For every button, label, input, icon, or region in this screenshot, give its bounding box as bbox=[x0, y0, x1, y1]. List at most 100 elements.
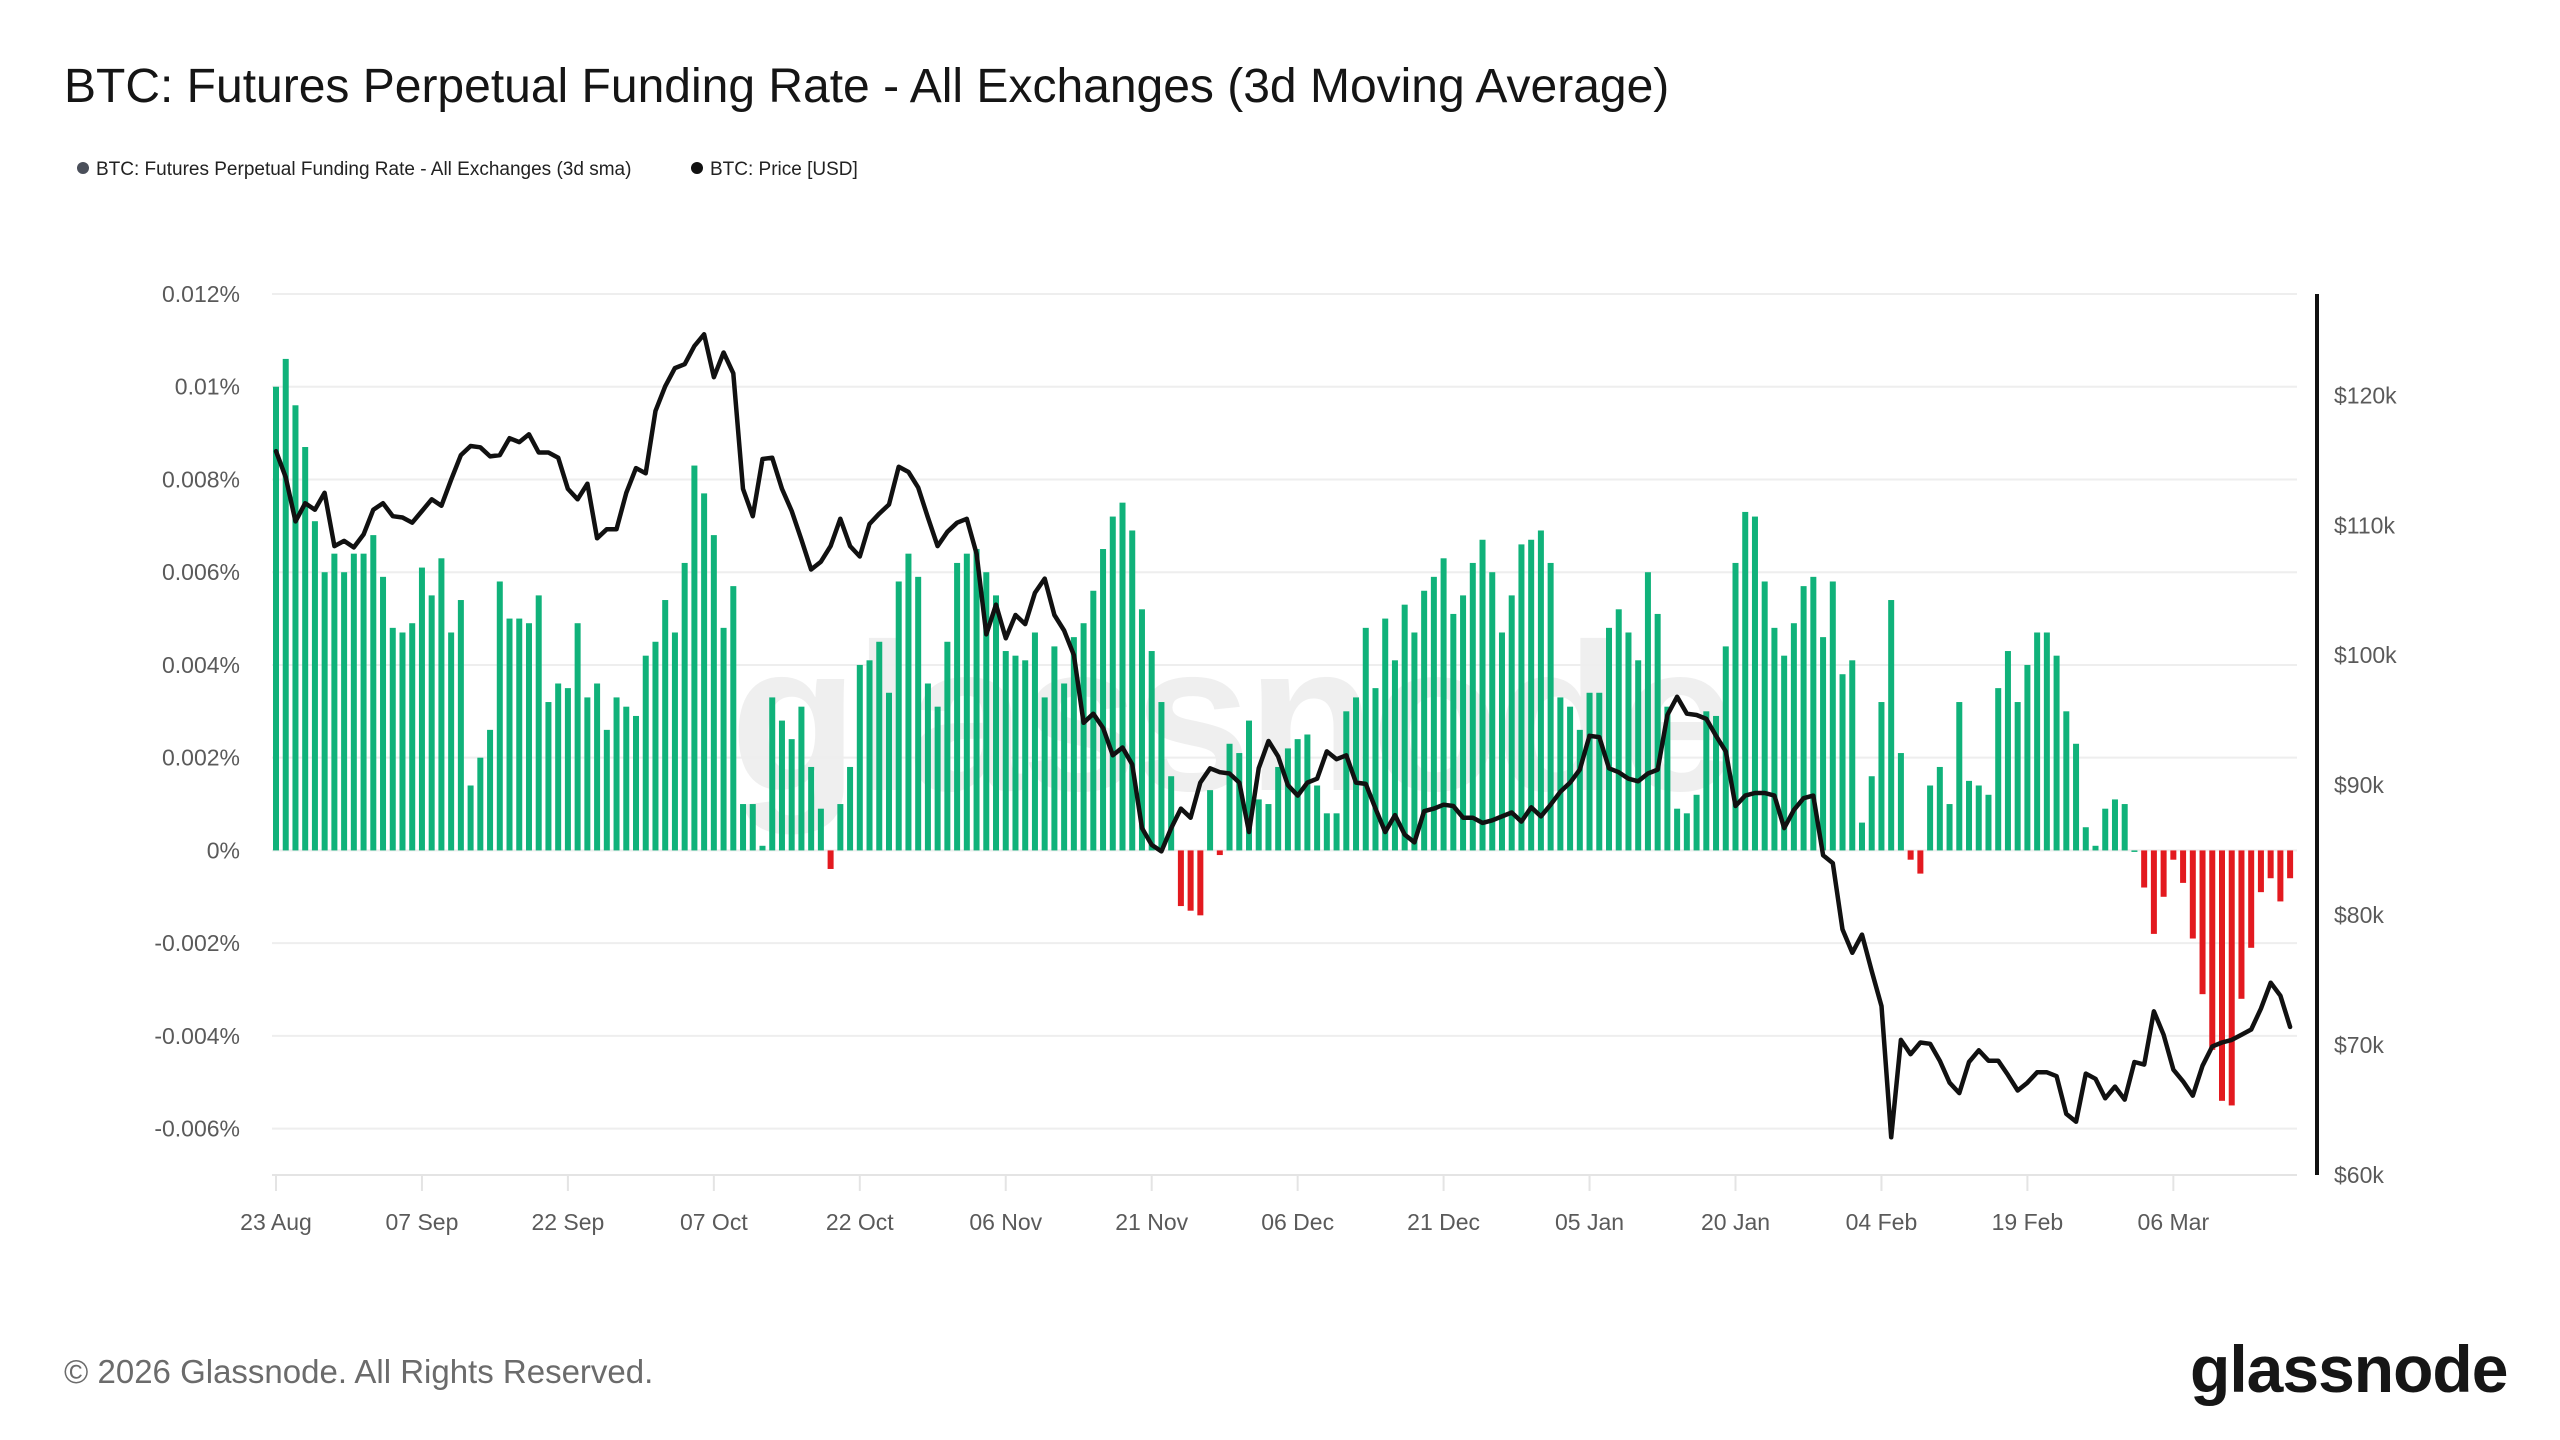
x-tick-label: 22 Oct bbox=[826, 1209, 894, 1235]
funding-rate-bar bbox=[1236, 753, 1243, 851]
funding-rate-bar bbox=[2102, 808, 2109, 851]
funding-rate-bar bbox=[1781, 655, 1788, 851]
funding-rate-bar bbox=[759, 845, 766, 851]
funding-rate-bar bbox=[817, 808, 824, 851]
funding-rate-bar bbox=[876, 641, 883, 851]
funding-rate-bar bbox=[993, 595, 1000, 851]
funding-rate-bar bbox=[1567, 706, 1574, 851]
funding-rate-bar bbox=[2053, 655, 2060, 851]
right-tick-label: $60k bbox=[2334, 1162, 2384, 1188]
funding-rate-bar bbox=[555, 683, 562, 851]
funding-rate-bar bbox=[613, 697, 620, 851]
left-tick-label: 0.002% bbox=[162, 745, 240, 771]
funding-rate-bar bbox=[1888, 600, 1895, 851]
funding-rate-bar bbox=[1878, 702, 1885, 851]
funding-rate-bar bbox=[720, 627, 727, 851]
right-tick-label: $70k bbox=[2334, 1032, 2384, 1058]
funding-rate-bar bbox=[1635, 660, 1642, 851]
funding-rate-bar bbox=[1391, 660, 1398, 851]
funding-rate-bar bbox=[895, 581, 902, 851]
funding-rate-bar bbox=[2111, 799, 2118, 851]
funding-rate-bar bbox=[1469, 562, 1476, 851]
funding-rate-bar bbox=[1966, 780, 1973, 851]
funding-rate-bar bbox=[389, 627, 396, 851]
legend-dot-icon bbox=[77, 162, 89, 174]
funding-rate-bar bbox=[2199, 850, 2206, 995]
funding-rate-bar bbox=[1255, 799, 1262, 851]
x-tick-label: 07 Oct bbox=[680, 1209, 748, 1235]
funding-rate-bar bbox=[1177, 850, 1184, 907]
funding-rate-bar bbox=[1158, 702, 1165, 851]
funding-rate-bar bbox=[2034, 632, 2041, 851]
right-tick-label: $100k bbox=[2334, 642, 2397, 668]
funding-rate-bar bbox=[1985, 794, 1992, 851]
funding-rate-bar bbox=[477, 757, 484, 851]
funding-rate-bar bbox=[292, 405, 299, 851]
funding-rate-bar bbox=[1314, 785, 1321, 851]
funding-rate-bar bbox=[1216, 850, 1223, 856]
x-tick-label: 07 Sep bbox=[385, 1209, 458, 1235]
funding-rate-bar bbox=[535, 595, 542, 851]
funding-rate-bar bbox=[380, 576, 387, 851]
funding-rate-bar bbox=[448, 632, 455, 851]
x-tick-label: 21 Nov bbox=[1115, 1209, 1188, 1235]
funding-rate-bar bbox=[1362, 627, 1369, 851]
funding-rate-bar bbox=[1528, 539, 1535, 851]
funding-rate-bar bbox=[2257, 850, 2264, 893]
funding-rate-bar bbox=[1333, 813, 1340, 851]
funding-rate-bar bbox=[1713, 715, 1720, 851]
funding-rate-bar bbox=[1489, 572, 1496, 851]
funding-rate-bar bbox=[642, 655, 649, 851]
x-tick-label: 21 Dec bbox=[1407, 1209, 1480, 1235]
funding-rate-bar bbox=[1197, 850, 1204, 916]
funding-rate-bar bbox=[1401, 604, 1408, 851]
funding-rate-bar bbox=[2004, 651, 2011, 851]
price-line bbox=[273, 332, 2293, 1140]
x-tick-label: 05 Jan bbox=[1555, 1209, 1624, 1235]
funding-rate-bar bbox=[1372, 688, 1379, 851]
funding-rate-bar bbox=[1693, 794, 1700, 851]
funding-rate-bar bbox=[1246, 720, 1252, 851]
funding-rate-bar bbox=[331, 553, 338, 851]
legend-item-funding-rate[interactable]: BTC: Futures Perpetual Funding Rate - Al… bbox=[77, 159, 631, 180]
funding-rate-bar bbox=[360, 553, 367, 851]
funding-rate-bar bbox=[2238, 850, 2245, 999]
funding-rate-bar bbox=[1742, 511, 1749, 851]
funding-rate-bar bbox=[2248, 850, 2255, 948]
funding-rate-bar bbox=[1265, 804, 1272, 851]
left-tick-label: -0.002% bbox=[154, 930, 240, 956]
funding-rate-bar bbox=[1304, 734, 1311, 851]
funding-rate-bar bbox=[1732, 562, 1739, 851]
legend: BTC: Futures Perpetual Funding Rate - Al… bbox=[77, 159, 858, 180]
funding-rate-bar bbox=[1051, 646, 1058, 851]
funding-rate-bar bbox=[506, 618, 513, 851]
funding-rate-bar bbox=[1343, 711, 1350, 851]
funding-rate-bar bbox=[350, 553, 357, 851]
funding-rate-bar bbox=[311, 521, 318, 851]
funding-rate-bar bbox=[1207, 790, 1214, 851]
chart-title: BTC: Futures Perpetual Funding Rate - Al… bbox=[64, 60, 1669, 113]
funding-rate-bar bbox=[973, 549, 980, 851]
funding-rate-bar bbox=[1858, 822, 1865, 851]
funding-rate-bar bbox=[1897, 753, 1904, 851]
funding-rate-bar bbox=[2043, 632, 2050, 851]
left-tick-label: 0.01% bbox=[175, 374, 240, 400]
funding-rate-bar bbox=[856, 664, 863, 851]
legend-item-price[interactable]: BTC: Price [USD] bbox=[691, 159, 858, 180]
funding-rate-bar bbox=[701, 493, 708, 851]
funding-rate-bar bbox=[487, 729, 494, 851]
glassnode-logo: glassnode bbox=[2190, 1332, 2507, 1406]
funding-rate-bar bbox=[837, 804, 844, 851]
funding-rate-bar bbox=[2131, 850, 2138, 852]
funding-rate-bar bbox=[847, 766, 854, 851]
left-tick-label: 0.004% bbox=[162, 652, 240, 678]
x-tick-label: 06 Nov bbox=[969, 1209, 1042, 1235]
funding-rate-bar bbox=[1800, 586, 1807, 851]
funding-rate-bar bbox=[1956, 702, 1963, 851]
funding-rate-bar bbox=[1907, 850, 1914, 860]
funding-rate-bar bbox=[1138, 609, 1145, 851]
funding-rate-bar bbox=[1100, 549, 1107, 851]
funding-rate-bar bbox=[1080, 623, 1087, 851]
funding-rate-bar bbox=[1022, 660, 1029, 851]
